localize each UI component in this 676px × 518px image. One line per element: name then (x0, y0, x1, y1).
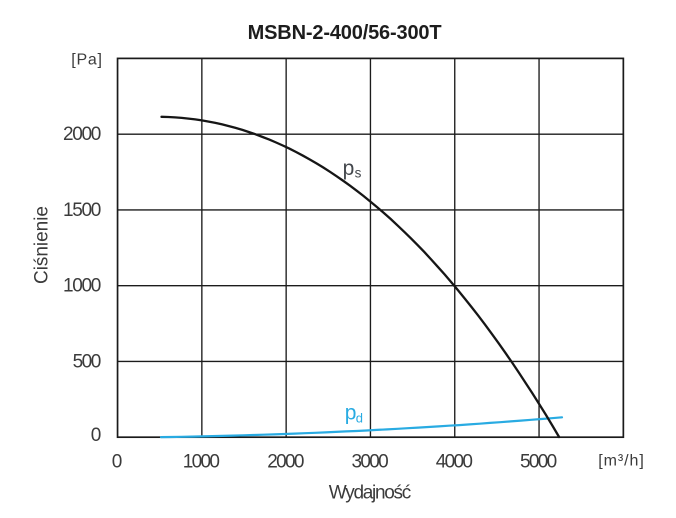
svg-text:1000: 1000 (183, 451, 220, 472)
svg-text:1500: 1500 (63, 200, 101, 221)
svg-text:[Pa]: [Pa] (71, 52, 102, 69)
svg-text:0: 0 (112, 451, 123, 472)
svg-text:d: d (356, 411, 363, 426)
svg-text:4000: 4000 (436, 451, 473, 472)
svg-text:s: s (355, 166, 362, 181)
svg-text:Wydajność: Wydajność (329, 482, 412, 503)
svg-text:1000: 1000 (63, 276, 101, 297)
svg-text:MSBN-2-400/56-300T: MSBN-2-400/56-300T (248, 22, 442, 44)
svg-text:3000: 3000 (352, 451, 389, 472)
svg-text:p: p (343, 157, 355, 180)
svg-text:5000: 5000 (520, 451, 557, 472)
svg-text:p: p (345, 402, 357, 425)
svg-text:Ciśnienie: Ciśnienie (32, 206, 53, 284)
svg-text:0: 0 (91, 425, 102, 446)
svg-text:500: 500 (73, 351, 102, 372)
svg-text:[m³/h]: [m³/h] (598, 452, 644, 469)
svg-text:2000: 2000 (63, 124, 101, 145)
svg-text:2000: 2000 (267, 451, 304, 472)
